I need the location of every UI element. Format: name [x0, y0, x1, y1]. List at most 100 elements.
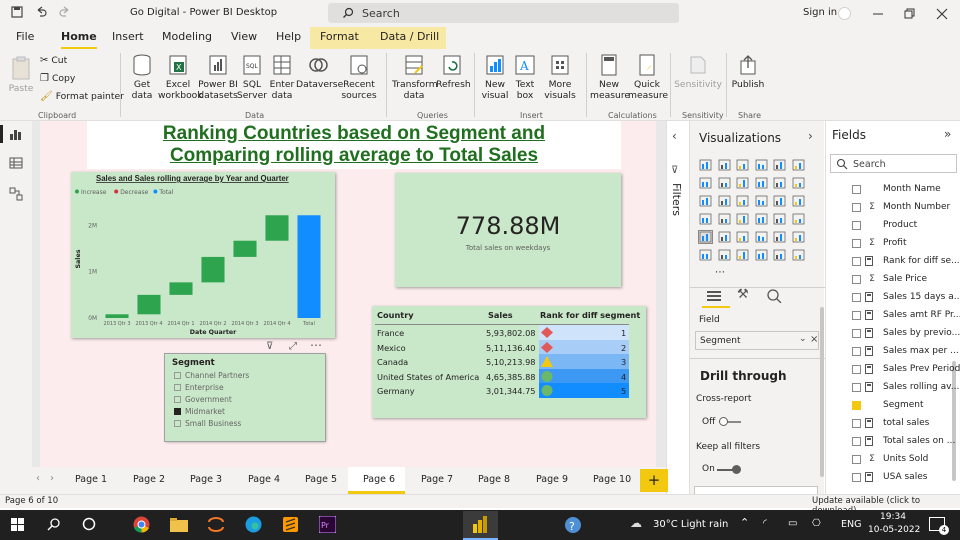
- chevron-up-icon[interactable]: ⌃: [740, 516, 750, 529]
- field-well-segment[interactable]: Segment ⌄ ×: [695, 331, 819, 350]
- field-item[interactable]: Sales 15 days a...: [852, 292, 960, 302]
- more-visuals-ellipsis-icon[interactable]: ⋯: [715, 267, 725, 278]
- search-box[interactable]: Search: [328, 3, 679, 23]
- tab-view[interactable]: View: [231, 30, 258, 43]
- field-item[interactable]: Total sales on ...: [852, 436, 955, 446]
- segment-slicer[interactable]: [164, 353, 326, 442]
- avatar[interactable]: [838, 7, 851, 20]
- checkbox[interactable]: [852, 382, 861, 392]
- slicer-item-midmarket[interactable]: Midmarket: [174, 407, 225, 416]
- field-item[interactable]: Σ Month Number: [852, 202, 950, 212]
- more-options-icon[interactable]: ⋯: [310, 338, 322, 352]
- report-view-icon[interactable]: [9, 128, 23, 140]
- tab-page-8[interactable]: Page 8: [478, 474, 511, 485]
- refresh-button[interactable]: Refresh: [436, 53, 471, 90]
- new-visual-button[interactable]: New visual: [478, 53, 512, 101]
- toggle-knob[interactable]: [732, 465, 741, 474]
- stacked-column-icon[interactable]: [718, 159, 731, 171]
- table-header-country[interactable]: Country: [377, 310, 414, 320]
- chevron-left-icon[interactable]: ‹: [36, 473, 40, 484]
- network-icon[interactable]: ⎔: [812, 518, 821, 529]
- cross-report-toggle[interactable]: [719, 421, 741, 423]
- undo-icon[interactable]: [34, 5, 48, 19]
- key-influencers-icon[interactable]: [792, 231, 805, 243]
- help-icon[interactable]: ?: [564, 516, 582, 534]
- checkbox[interactable]: [852, 418, 861, 428]
- field-item[interactable]: Sales amt RF Pr...: [852, 310, 960, 320]
- field-item[interactable]: Sales Prev Period: [852, 364, 960, 374]
- slicer-item-small-business[interactable]: Small Business: [174, 419, 241, 428]
- slicer-item-channel-partners[interactable]: Channel Partners: [174, 371, 249, 380]
- kpi-icon[interactable]: [792, 213, 805, 225]
- sql-server-button[interactable]: SQL SQL Server: [236, 53, 268, 101]
- chevron-left-icon[interactable]: ‹: [672, 129, 677, 143]
- toggle-knob[interactable]: [719, 417, 728, 426]
- focus-mode-icon[interactable]: ⤢: [289, 341, 297, 352]
- slicer-item-government[interactable]: Government: [174, 395, 232, 404]
- checkbox[interactable]: [174, 420, 181, 427]
- checkbox[interactable]: [852, 238, 861, 248]
- field-item[interactable]: USA sales: [852, 472, 927, 482]
- redo-icon[interactable]: [58, 5, 72, 19]
- cut-button[interactable]: ✂ Cut: [40, 55, 67, 66]
- checkbox-checked[interactable]: [174, 408, 181, 415]
- checkbox[interactable]: [852, 364, 861, 374]
- wifi-icon[interactable]: ◜: [763, 518, 767, 529]
- new-measure-button[interactable]: New measure: [590, 53, 630, 101]
- checkbox[interactable]: [852, 184, 861, 194]
- table-header-sales[interactable]: Sales: [488, 310, 513, 320]
- table-icon[interactable]: [718, 231, 731, 243]
- dataverse-button[interactable]: Dataverse: [296, 53, 343, 90]
- chrome-icon[interactable]: [133, 516, 150, 533]
- field-item[interactable]: Product: [852, 220, 917, 230]
- search-icon[interactable]: [47, 517, 61, 531]
- python-visual-icon[interactable]: [773, 231, 786, 243]
- excel-workbook-button[interactable]: X Excel workbook: [158, 53, 203, 101]
- add-page-button[interactable]: +: [640, 469, 668, 492]
- checkbox-checked[interactable]: [852, 400, 861, 410]
- treemap-icon[interactable]: [792, 195, 805, 207]
- funnel-icon[interactable]: [718, 195, 731, 207]
- clustered-column-icon[interactable]: [755, 159, 768, 171]
- filters-pane-collapsed[interactable]: ‹ ⊽ Filters: [666, 121, 688, 494]
- weather-text[interactable]: 30°C Light rain: [653, 519, 729, 530]
- checkbox[interactable]: [852, 454, 861, 464]
- windows-start-icon[interactable]: [11, 518, 25, 532]
- powerbi-datasets-button[interactable]: Power BI datasets: [198, 53, 238, 101]
- power-apps-icon[interactable]: [773, 249, 786, 261]
- checkbox[interactable]: [852, 472, 861, 482]
- slicer-icon[interactable]: [698, 230, 713, 244]
- tab-page-1[interactable]: Page 1: [75, 474, 108, 485]
- waterfall-chart[interactable]: Sales and Sales rolling average by Year …: [71, 172, 335, 338]
- ribbon-chart-icon[interactable]: [792, 177, 805, 189]
- checkbox[interactable]: [852, 274, 861, 284]
- data-view-icon[interactable]: [9, 157, 23, 169]
- scatter-icon[interactable]: [736, 195, 749, 207]
- tab-page-3[interactable]: Page 3: [190, 474, 223, 485]
- save-icon[interactable]: [10, 5, 24, 19]
- tab-page-5[interactable]: Page 5: [305, 474, 338, 485]
- language-indicator[interactable]: ENG: [841, 519, 862, 530]
- recent-sources-button[interactable]: Recent sources: [338, 53, 380, 101]
- premiere-icon[interactable]: Pr: [319, 516, 336, 533]
- line-clustered-icon[interactable]: [773, 177, 786, 189]
- smart-narrative-icon[interactable]: [736, 249, 749, 261]
- quick-measure-button[interactable]: Quick measure: [628, 53, 668, 101]
- power-automate-icon[interactable]: [792, 249, 805, 261]
- tab-format-label[interactable]: Format: [320, 30, 359, 43]
- filter-visual-icon[interactable]: ⊽: [266, 341, 274, 352]
- paste-button[interactable]: Paste: [6, 55, 36, 94]
- checkbox[interactable]: [852, 310, 861, 320]
- tab-page-9[interactable]: Page 9: [536, 474, 569, 485]
- checkbox[interactable]: [852, 436, 861, 446]
- battery-icon[interactable]: ▭: [788, 518, 798, 529]
- field-item[interactable]: total sales: [852, 418, 929, 428]
- jupyter-icon[interactable]: [207, 516, 225, 533]
- clustered-bar-icon[interactable]: [736, 159, 749, 171]
- gauge-icon[interactable]: [736, 213, 749, 225]
- multirow-card-icon[interactable]: [773, 213, 786, 225]
- line-chart-icon[interactable]: [699, 177, 712, 189]
- checkbox[interactable]: [852, 220, 861, 230]
- donut-icon[interactable]: [773, 195, 786, 207]
- card-icon[interactable]: [755, 213, 768, 225]
